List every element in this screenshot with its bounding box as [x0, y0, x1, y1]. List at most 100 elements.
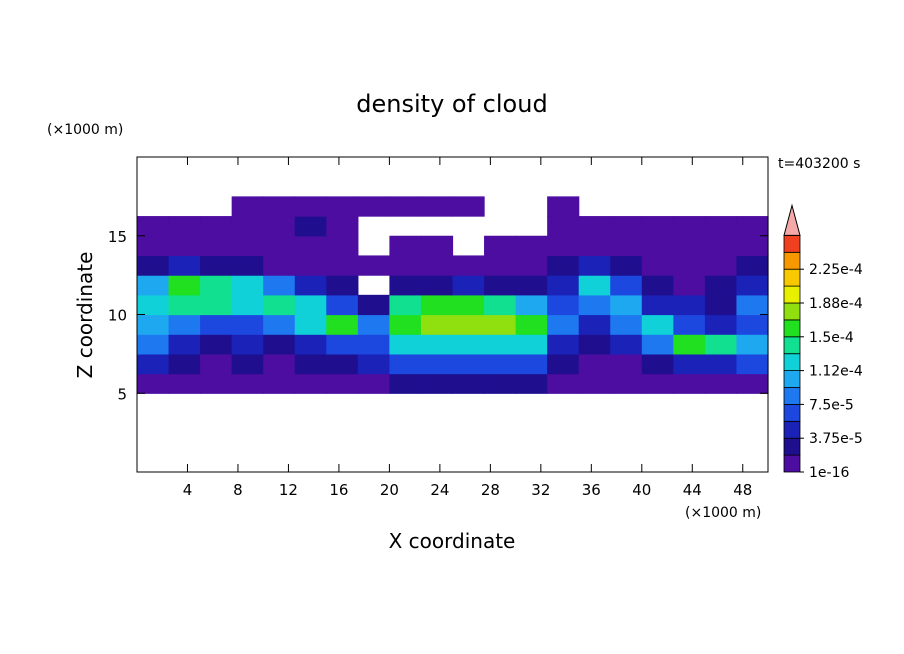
colorbar-band: [783, 403, 801, 422]
contour-cell: [200, 275, 233, 296]
contour-cell: [326, 373, 359, 394]
contour-cell: [484, 353, 517, 375]
contour-cell: [610, 216, 643, 237]
chart-title: density of cloud: [356, 90, 547, 118]
contour-cell: [641, 353, 674, 375]
contour-cell: [610, 353, 643, 375]
contour-cell: [263, 255, 296, 276]
contour-cell: [736, 334, 769, 355]
contour-cell: [736, 373, 769, 394]
contour-cell: [231, 255, 264, 276]
contour-cell: [704, 255, 738, 276]
contour-cell: [515, 353, 548, 375]
y-tick-label: 10: [108, 307, 127, 325]
contour-cell: [515, 314, 548, 335]
contour-cell: [168, 255, 201, 276]
contour-cell: [420, 196, 454, 217]
colorbar-tick-label: 7.5e-5: [809, 397, 854, 413]
contour-cell: [294, 334, 327, 355]
contour-cell: [484, 235, 517, 257]
contour-cell: [326, 334, 359, 355]
colorbar-band: [783, 420, 801, 439]
contour-cell: [389, 235, 422, 257]
colorbar-tick-label: 1e-16: [809, 465, 849, 481]
contour-cell: [420, 314, 454, 335]
contour-cell: [673, 275, 706, 296]
contour-cell: [641, 235, 674, 257]
colorbar-tick-label: 2.25e-4: [809, 262, 863, 278]
contour-cell: [484, 314, 517, 335]
contour-cell: [294, 255, 327, 276]
contour-cell: [294, 294, 327, 316]
contour-cell: [294, 314, 327, 335]
contour-cell: [578, 255, 611, 276]
contour-cell: [452, 255, 485, 276]
contour-cell: [547, 373, 580, 394]
contour-cell: [452, 275, 485, 296]
contour-cell: [610, 373, 643, 394]
contour-cell: [610, 275, 643, 296]
contour-cell: [578, 314, 611, 335]
contour-cell: [641, 334, 674, 355]
contour-cell: [231, 373, 264, 394]
contour-cell: [420, 353, 454, 375]
contour-cell: [484, 255, 517, 276]
contour-cell: [673, 334, 706, 355]
contour-cell: [673, 353, 706, 375]
contour-cell: [452, 334, 485, 355]
contour-cell: [168, 334, 201, 355]
contour-cell: [263, 314, 296, 335]
contour-cell: [389, 373, 422, 394]
contour-cell: [231, 314, 264, 335]
contour-cell: [578, 235, 611, 257]
contour-cell: [231, 235, 264, 257]
y-unit: (×1000 m): [47, 122, 123, 138]
annotation: t=403200 s: [778, 156, 860, 172]
contour-cell: [736, 353, 769, 375]
contour-cell: [641, 255, 674, 276]
contour-cell: [200, 216, 233, 237]
contour-cell: [357, 255, 390, 276]
contour-cell: [263, 196, 296, 217]
contour-cell: [294, 216, 327, 237]
contour-cell: [357, 373, 390, 394]
contour-cell: [515, 334, 548, 355]
contour-cell: [263, 373, 296, 394]
contour-cell: [168, 314, 201, 335]
colorbar-extend: [783, 203, 801, 236]
contour-cell: [420, 294, 454, 316]
contour-cell: [357, 294, 390, 316]
contour-cell: [736, 255, 769, 276]
contour-cell: [326, 255, 359, 276]
contour-cell: [294, 196, 327, 217]
x-tick-label: 12: [279, 481, 298, 499]
contour-cell: [484, 373, 517, 394]
contour-cell: [452, 373, 485, 394]
contour-cell: [547, 196, 580, 217]
contour-cell: [420, 255, 454, 276]
colorbar-band: [783, 319, 801, 338]
contour-cell: [547, 294, 580, 316]
contour-cell: [263, 353, 296, 375]
contour-cell: [326, 314, 359, 335]
contour-cell: [168, 294, 201, 316]
contour-field: [137, 196, 769, 394]
contour-cell: [610, 334, 643, 355]
colorbar-band: [783, 234, 801, 253]
contour-cell: [515, 255, 548, 276]
contour-cell: [137, 275, 170, 296]
contour-cell: [389, 255, 422, 276]
contour-cell: [420, 373, 454, 394]
contour-cell: [610, 235, 643, 257]
contour-cell: [641, 294, 674, 316]
contour-cell: [673, 314, 706, 335]
contour-cell: [357, 196, 390, 217]
colorbar-tick-label: 1.5e-4: [809, 330, 854, 346]
contour-cell: [641, 373, 674, 394]
contour-cell: [578, 216, 611, 237]
contour-cell: [137, 334, 170, 355]
contour-cell: [547, 353, 580, 375]
contour-cell: [420, 275, 454, 296]
contour-cell: [452, 294, 485, 316]
contour-cell: [610, 314, 643, 335]
